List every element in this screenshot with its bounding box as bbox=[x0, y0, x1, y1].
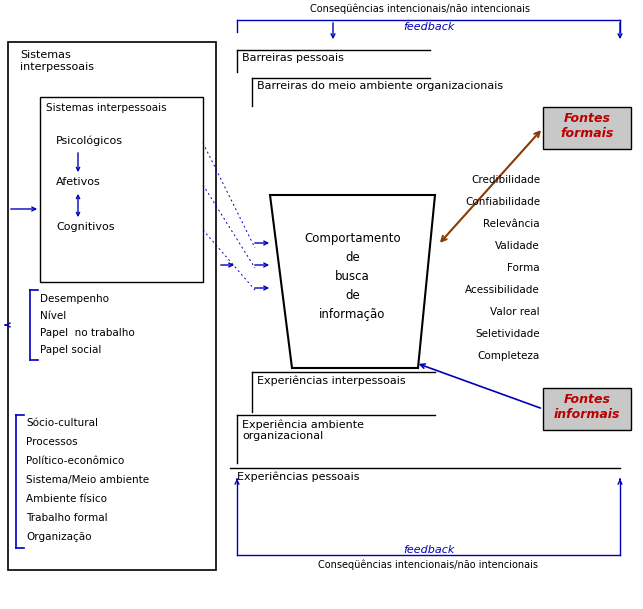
Text: Organização: Organização bbox=[26, 532, 91, 542]
Text: Conseqüências intencionais/não intencionais: Conseqüências intencionais/não intencion… bbox=[318, 559, 538, 569]
Text: Validade: Validade bbox=[495, 241, 540, 251]
Text: Barreiras pessoais: Barreiras pessoais bbox=[242, 53, 344, 63]
Text: Relevância: Relevância bbox=[484, 219, 540, 229]
Text: Forma: Forma bbox=[507, 263, 540, 273]
Text: Sistemas interpessoais: Sistemas interpessoais bbox=[46, 103, 167, 113]
Text: Completeza: Completeza bbox=[478, 351, 540, 361]
Text: feedback: feedback bbox=[403, 22, 454, 32]
Text: Credibilidade: Credibilidade bbox=[471, 175, 540, 185]
Text: Ambiente físico: Ambiente físico bbox=[26, 494, 107, 504]
Text: Sistema/Meio ambiente: Sistema/Meio ambiente bbox=[26, 475, 149, 485]
Text: Experiências interpessoais: Experiências interpessoais bbox=[257, 376, 406, 387]
Text: Confiabilidade: Confiabilidade bbox=[465, 197, 540, 207]
Text: Conseqüências intencionais/não intencionais: Conseqüências intencionais/não intencion… bbox=[310, 4, 530, 15]
Text: Experiência ambiente
organizacional: Experiência ambiente organizacional bbox=[242, 419, 364, 441]
Bar bbox=[40, 97, 203, 282]
Text: Nível: Nível bbox=[40, 311, 66, 321]
Text: Experiências pessoais: Experiências pessoais bbox=[237, 472, 359, 482]
Text: Fontes
informais: Fontes informais bbox=[554, 393, 620, 421]
Text: feedback: feedback bbox=[403, 545, 454, 555]
Bar bbox=[543, 388, 631, 430]
Text: Político-econômico: Político-econômico bbox=[26, 456, 124, 466]
Text: Papel  no trabalho: Papel no trabalho bbox=[40, 328, 135, 338]
Polygon shape bbox=[270, 195, 435, 368]
Text: Processos: Processos bbox=[26, 437, 78, 447]
Text: Desempenho: Desempenho bbox=[40, 294, 109, 304]
Text: Comportamento
de
busca
de
informação: Comportamento de busca de informação bbox=[304, 232, 401, 321]
Text: Seletividade: Seletividade bbox=[475, 329, 540, 339]
Text: Acessibilidade: Acessibilidade bbox=[466, 285, 540, 295]
Text: Psicológicos: Psicológicos bbox=[56, 135, 123, 146]
Text: Barreiras do meio ambiente organizacionais: Barreiras do meio ambiente organizaciona… bbox=[257, 81, 503, 91]
Text: Cognitivos: Cognitivos bbox=[56, 222, 114, 232]
Text: Trabalho formal: Trabalho formal bbox=[26, 513, 107, 523]
Text: Papel social: Papel social bbox=[40, 345, 102, 355]
Text: Fontes
formais: Fontes formais bbox=[560, 112, 613, 140]
Bar bbox=[8, 42, 216, 570]
Text: Sistemas
interpessoais: Sistemas interpessoais bbox=[20, 50, 94, 72]
Bar bbox=[543, 107, 631, 149]
Text: Sócio-cultural: Sócio-cultural bbox=[26, 418, 98, 428]
Text: Afetivos: Afetivos bbox=[56, 177, 101, 187]
Text: Valor real: Valor real bbox=[491, 307, 540, 317]
